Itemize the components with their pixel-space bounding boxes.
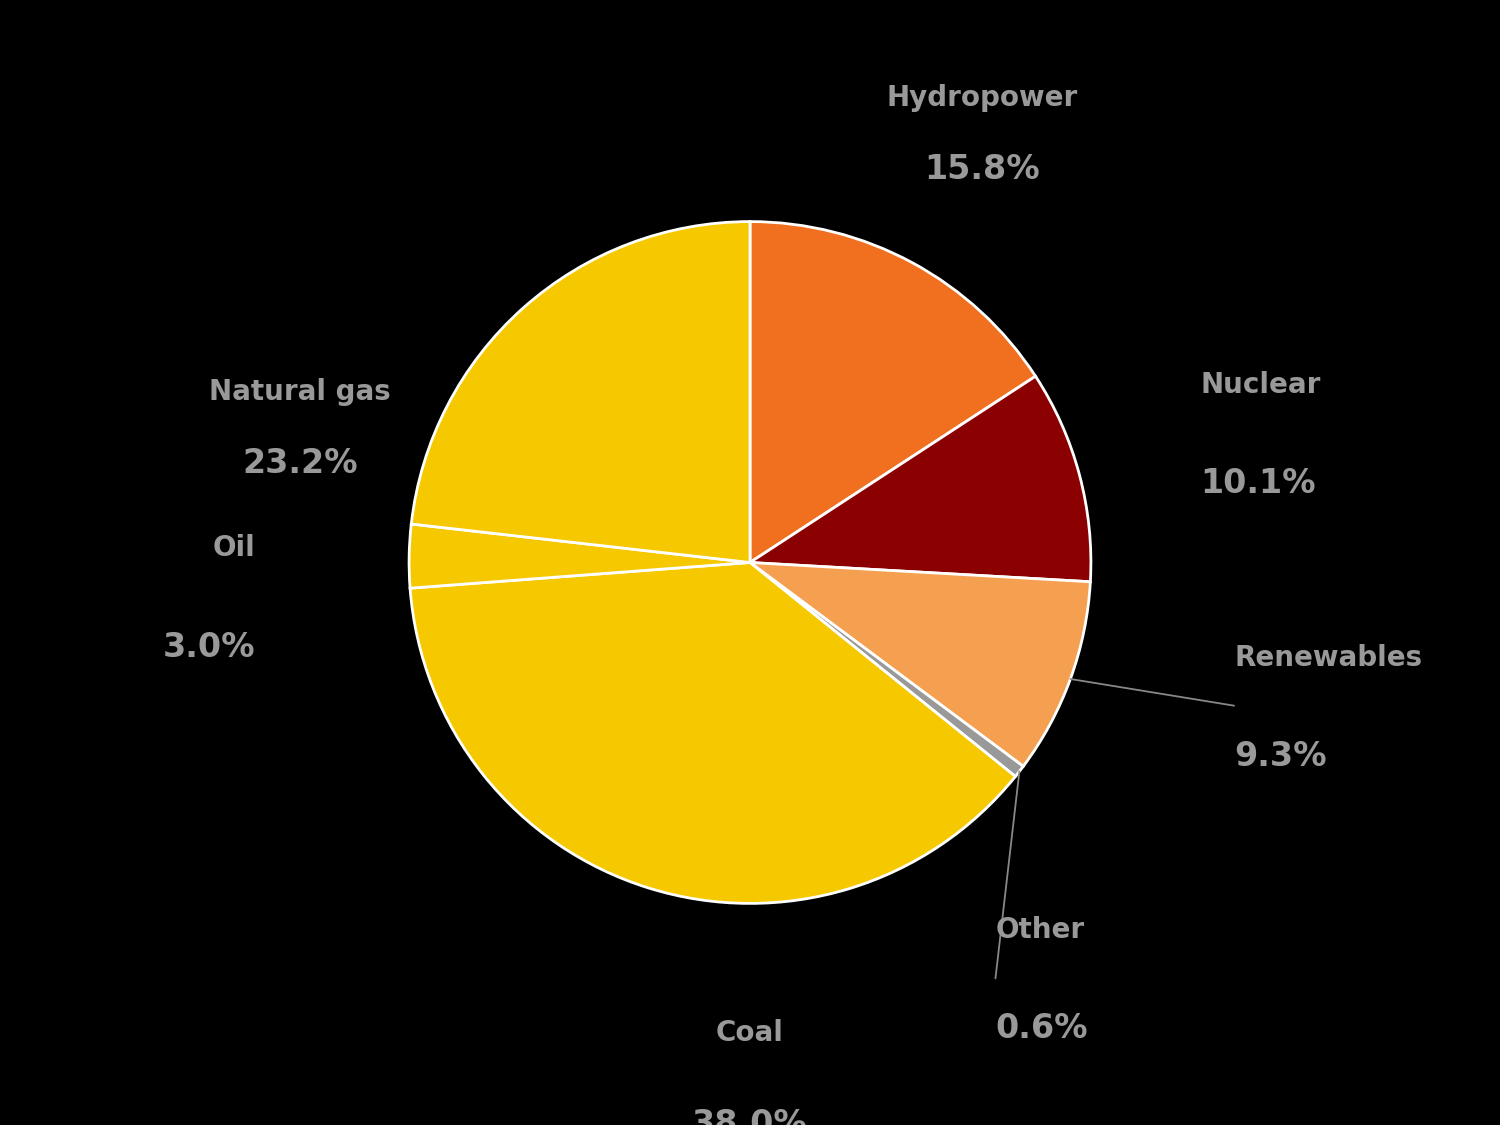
- Wedge shape: [750, 562, 1023, 776]
- Wedge shape: [410, 524, 750, 588]
- Text: 10.1%: 10.1%: [1200, 467, 1316, 500]
- Text: Hydropower: Hydropower: [886, 84, 1077, 113]
- Text: 9.3%: 9.3%: [1234, 740, 1326, 773]
- Text: Coal: Coal: [716, 1019, 784, 1047]
- Text: 3.0%: 3.0%: [164, 631, 255, 664]
- Text: Oil: Oil: [213, 534, 255, 562]
- Wedge shape: [750, 562, 1090, 766]
- Text: 15.8%: 15.8%: [924, 153, 1040, 187]
- Text: Natural gas: Natural gas: [209, 378, 392, 406]
- Text: Other: Other: [996, 917, 1084, 944]
- Text: 0.6%: 0.6%: [996, 1012, 1088, 1045]
- Wedge shape: [410, 562, 1016, 903]
- Text: Renewables: Renewables: [1234, 644, 1422, 672]
- Wedge shape: [750, 376, 1090, 582]
- Wedge shape: [750, 222, 1035, 562]
- Wedge shape: [411, 222, 750, 562]
- Text: 23.2%: 23.2%: [243, 447, 357, 479]
- Text: 38.0%: 38.0%: [692, 1108, 808, 1125]
- Text: Nuclear: Nuclear: [1200, 371, 1320, 399]
